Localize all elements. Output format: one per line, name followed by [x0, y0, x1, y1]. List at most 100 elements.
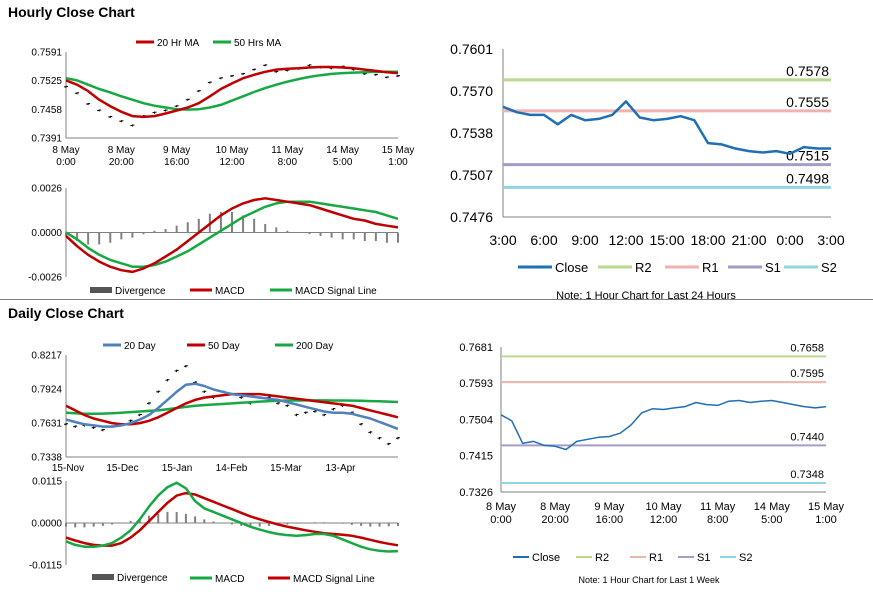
hourly-macd-signal-line: [65, 200, 399, 268]
weekly-xtick-2-time: 16:00: [596, 514, 624, 526]
weekly-xtick-4-date: 11 May: [700, 501, 736, 513]
weekly-xtick-5-date: 14 May: [754, 501, 791, 513]
daily-macd-ytick-1: 0.0000: [31, 519, 62, 530]
daily-price-xtick-2: 15-Jan: [162, 463, 193, 474]
daily-price-ytick-3: 0.7338: [31, 453, 62, 464]
daily-price-ytick-2: 0.7631: [31, 419, 62, 430]
hourly24-xtick-4: 15:00: [649, 232, 684, 248]
weekly-note: Note: 1 Hour Chart for Last 1 Week: [579, 575, 720, 585]
weekly-xtick-0-date: 8 May: [486, 501, 516, 513]
daily-price-ma200-line: [65, 399, 399, 416]
weekly-xtick-0-time: 0:00: [490, 514, 511, 526]
hourly24-r1-label: 0.7555: [786, 94, 829, 110]
daily-section-title: Daily Close Chart: [8, 305, 124, 321]
hourly-price-ytick-1: 0.7525: [31, 76, 62, 87]
daily-legend-ma200-label: 200 Day: [296, 341, 333, 352]
weekly-xtick-1-time: 20:00: [541, 514, 569, 526]
hourly-price-xtick-5-time: 5:00: [333, 157, 353, 168]
hourly24-xtick-1: 6:00: [530, 232, 557, 248]
weekly-ytick-0: 0.7681: [459, 342, 493, 354]
weekly-r2-label: 0.7658: [790, 342, 824, 354]
hourly-legend-ma50-label: 50 Hrs MA: [234, 38, 282, 49]
hourly-price-ytick-3: 0.7391: [31, 134, 62, 145]
daily-price-xtick-1: 15-Dec: [106, 463, 138, 474]
daily-price-ytick-1: 0.7924: [31, 385, 62, 396]
daily-macd-ytick-2: -0.0115: [29, 561, 63, 572]
hourly-price-xtick-3-date: 10 May: [216, 145, 249, 156]
hourly24-ytick-3: 0.7507: [450, 167, 493, 183]
daily-legend-divergence-label: Divergence: [117, 573, 168, 584]
weekly-r1-label: 0.7595: [790, 368, 824, 380]
weekly-xtick-3-time: 12:00: [650, 514, 678, 526]
hourly-section-title: Hourly Close Chart: [8, 4, 135, 20]
hourly-price-xtick-0-date: 8 May: [52, 145, 79, 156]
hourly-macd-line: [65, 197, 399, 274]
hourly24-xtick-3: 12:00: [608, 232, 643, 248]
daily-macd-signal-line: [65, 491, 399, 547]
hourly-price-xtick-6-date: 15 May: [382, 145, 415, 156]
daily-price-xtick-4: 15-Mar: [270, 463, 302, 474]
hourly-price-ma50-line: [65, 70, 398, 111]
weekly-xtick-2-date: 9 May: [594, 501, 624, 513]
hourly-price-xtick-1-date: 8 May: [108, 145, 135, 156]
daily-price-ytick-0: 0.8217: [31, 351, 62, 362]
weekly-xtick-5-time: 5:00: [761, 514, 782, 526]
hourly-price-xtick-2-date: 9 May: [163, 145, 190, 156]
daily-price-ma50-line: [65, 392, 399, 426]
weekly-xtick-6-date: 15 May: [808, 501, 845, 513]
hourly-price-xtick-3-time: 12:00: [219, 157, 244, 168]
weekly-legend-r2-label: R2: [595, 552, 609, 564]
hourly24-r2-label: 0.7578: [786, 63, 829, 79]
hourly-price-ytick-0: 0.7591: [31, 48, 62, 59]
hourly-price-xtick-4-date: 11 May: [271, 145, 303, 156]
daily-legend-divergence-swatch: [92, 574, 114, 580]
hourly-legend-ma20-label: 20 Hr MA: [157, 38, 200, 49]
weekly-xtick-1-date: 8 May: [540, 501, 570, 513]
hourly24-xtick-8: 3:00: [817, 232, 844, 248]
hourly-legend-divergence-label: Divergence: [115, 286, 166, 297]
hourly-legend-macd-label: MACD: [215, 286, 244, 297]
hourly24-xtick-5: 18:00: [690, 232, 725, 248]
hourly-price-xtick-4-time: 8:00: [278, 157, 298, 168]
hourly-price-xtick-5-date: 14 May: [326, 145, 359, 156]
hourly-legend-divergence-swatch: [90, 287, 112, 293]
weekly-ytick-2: 0.7504: [459, 414, 493, 426]
daily-price-xtick-3: 14-Feb: [216, 463, 248, 474]
weekly-legend-close-label: Close: [532, 552, 560, 564]
hourly24-close-line: [502, 100, 831, 156]
hourly-price-xtick-6-time: 1:00: [388, 157, 408, 168]
daily-legend-ma50-label: 50 Day: [208, 341, 240, 352]
hourly24-xtick-0: 3:00: [489, 232, 516, 248]
hourly24-note: Note: 1 Hour Chart for Last 24 Hours: [556, 290, 736, 302]
weekly-legend-s1-label: S1: [697, 552, 710, 564]
weekly-close-line: [500, 399, 827, 451]
hourly-macd-ytick-2: -0.0026: [28, 273, 62, 284]
hourly-price-xtick-1-time: 20:00: [109, 157, 134, 168]
hourly-macd-ytick-1: 0.0000: [31, 228, 62, 239]
hourly-price-ma20-line: [65, 65, 399, 119]
weekly-legend-s2-label: S2: [739, 552, 752, 564]
weekly-legend-r1-label: R1: [649, 552, 663, 564]
hourly24-ytick-2: 0.7538: [450, 125, 493, 141]
hourly24-legend-s1-label: S1: [765, 260, 781, 275]
daily-legend-signal-label: MACD Signal Line: [293, 574, 375, 585]
daily-price-xtick-5: 13-Apr: [325, 463, 356, 474]
hourly24-xtick-7: 0:00: [776, 232, 803, 248]
hourly24-legend-close-label: Close: [555, 260, 588, 275]
weekly-ytick-3: 0.7415: [459, 451, 493, 463]
hourly-price-xtick-2-time: 16:00: [164, 157, 189, 168]
hourly-macd-ytick-0: 0.0026: [31, 184, 62, 195]
weekly-s2-label: 0.7348: [790, 469, 824, 481]
weekly-s1-label: 0.7440: [790, 431, 824, 443]
hourly-price-ytick-2: 0.7458: [31, 105, 62, 116]
hourly24-legend-s2-label: S2: [821, 260, 837, 275]
hourly24-s2-label: 0.7498: [786, 170, 829, 186]
weekly-ytick-1: 0.7593: [459, 378, 493, 390]
daily-price-xtick-0: 15-Nov: [52, 463, 84, 474]
weekly-xtick-3-date: 10 May: [645, 501, 682, 513]
hourly-legend-signal-label: MACD Signal Line: [295, 286, 377, 297]
daily-macd-line: [65, 481, 399, 553]
section-divider: [0, 299, 873, 300]
hourly24-ytick-4: 0.7476: [450, 209, 493, 225]
